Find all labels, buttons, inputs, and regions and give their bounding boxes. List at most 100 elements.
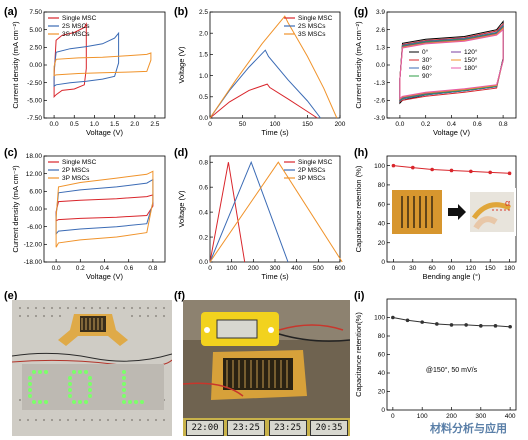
x-tick-label: 0.5 <box>70 121 79 128</box>
x-tick-label: 0.0 <box>395 121 404 128</box>
y-axis-label: Current density (mA cm⁻²) <box>354 21 363 109</box>
y-tick-label: 100 <box>374 163 385 170</box>
y-tick-label: 60 <box>378 352 386 359</box>
series-line <box>209 83 318 119</box>
y-tick-label: 3.9 <box>376 9 385 16</box>
y-tick-label: 20 <box>378 389 386 396</box>
panel-label-h: (h) <box>354 147 369 159</box>
series-line <box>209 160 289 263</box>
x-tick-label: 180 <box>504 265 515 272</box>
chart-c: 0.0 0.2 0.4 0.6 0.8 -18.00 -12.00 -6.00 0.00 6.00… <box>11 153 166 281</box>
x-tick-label: 1.5 <box>110 121 119 128</box>
x-axis-label: Voltage (V) <box>86 128 124 137</box>
x-tick-label: 200 <box>248 265 259 272</box>
y-tick-label: 0.2 <box>199 234 208 241</box>
data-point <box>493 324 498 328</box>
panel-label-i: (i) <box>354 290 365 302</box>
clock-readout: 22:00 <box>186 420 224 436</box>
x-tick-label: 400 <box>505 413 516 420</box>
y-tick-label: -18.00 <box>24 259 43 266</box>
legend-label: 30° <box>422 56 432 64</box>
chart-a: 0.0 0.5 1.0 1.5 2.0 2.5 -7.50 -5.00 -2.50 0.00 2.5… <box>11 9 166 137</box>
data-point <box>391 163 396 168</box>
data-point <box>449 323 454 327</box>
legend-label: 60° <box>422 64 432 72</box>
legend-label: 0° <box>422 48 429 56</box>
chart-d: 0 100 200 300 400 500 600 0.0 0.2 0.4 0.6 0.8 Time (… <box>177 155 346 281</box>
breadboard-image <box>12 300 172 436</box>
series-line <box>55 178 154 236</box>
clock-readout: 20:35 <box>309 420 348 436</box>
x-axis-label: Bending angle (°) <box>422 272 481 281</box>
y-tick-label: 40 <box>378 221 386 228</box>
photo-led-breadboard <box>12 300 172 436</box>
x-tick-label: 30 <box>409 265 417 272</box>
legend-label: 3P MSCs <box>298 175 326 182</box>
x-tick-label: 100 <box>226 265 237 272</box>
panel-label-b: (b) <box>174 6 189 18</box>
panel-label-c: (c) <box>4 147 18 159</box>
y-tick-label: -12.00 <box>24 242 43 249</box>
series-line <box>399 28 504 100</box>
series-line <box>55 170 154 248</box>
x-tick-label: 100 <box>270 121 281 128</box>
y-tick-label: 0.00 <box>29 62 42 69</box>
x-tick-label: 300 <box>270 265 281 272</box>
x-tick-label: 60 <box>429 265 437 272</box>
y-tick-label: 1.5 <box>199 52 208 59</box>
data-point <box>420 320 424 324</box>
legend-label: 150° <box>464 56 478 64</box>
legend-label: 120° <box>464 48 478 56</box>
legend-label: 90° <box>422 72 432 80</box>
legend-label: 3P MSCs <box>62 175 90 182</box>
x-tick-label: 2.0 <box>130 121 139 128</box>
x-axis-label: Time (s) <box>261 272 289 281</box>
chart-g: 0.0 0.2 0.4 0.6 0.8 -3.9 -2.6 -1.3 0.0 1.3 2.6 3.9 V… <box>354 9 517 137</box>
x-tick-label: 0.2 <box>76 265 85 272</box>
x-tick-label: 300 <box>475 413 486 420</box>
y-tick-label: 2.0 <box>199 30 208 37</box>
bending-inset-image <box>392 190 514 234</box>
x-tick-label: 0.0 <box>52 265 61 272</box>
x-tick-label: 200 <box>446 413 457 420</box>
y-tick-label: 12.00 <box>26 171 43 178</box>
x-axis-label: Time (s) <box>261 128 289 137</box>
y-axis-label: Voltage (V) <box>177 46 186 84</box>
x-tick-label: 0 <box>208 265 212 272</box>
data-point <box>430 167 434 172</box>
y-tick-label: 0 <box>381 259 385 266</box>
data-point <box>391 315 395 320</box>
data-point <box>405 318 410 323</box>
y-tick-label: 0.0 <box>199 115 208 122</box>
y-tick-label: 0.0 <box>199 259 208 266</box>
series-line <box>55 194 154 222</box>
chart-h: 0 30 60 90 120 150 180 0 20 40 60 80 100 Bending angl… <box>354 155 517 281</box>
x-tick-label: 90 <box>448 265 456 272</box>
legend-label: Single MSC <box>298 159 333 166</box>
x-tick-label: 200 <box>335 121 346 128</box>
x-tick-label: 0.4 <box>447 121 456 128</box>
y-tick-label: -3.9 <box>374 115 386 122</box>
photo-timer-device <box>183 300 350 436</box>
data-point <box>411 165 415 170</box>
legend-label: 180° <box>464 64 478 72</box>
y-tick-label: 0.4 <box>199 209 208 216</box>
x-tick-label: 0.6 <box>124 265 133 272</box>
y-tick-label: 0.0 <box>376 62 385 69</box>
legend-label: 3S MSCs <box>62 31 90 38</box>
x-tick-label: 0 <box>208 121 212 128</box>
y-tick-label: 2.5 <box>199 9 208 16</box>
x-tick-label: 0.8 <box>499 121 508 128</box>
y-tick-label: 7.50 <box>29 9 42 16</box>
chart-annotation: @150°, 50 mV/s <box>426 366 478 374</box>
panel-label-e: (e) <box>4 290 18 302</box>
series-line <box>53 22 87 99</box>
y-tick-label: 80 <box>378 182 386 189</box>
series-line <box>209 162 246 263</box>
y-axis-label: Current density (mA cm⁻²) <box>11 165 20 253</box>
x-tick-label: 0.8 <box>148 265 157 272</box>
y-tick-label: 0.5 <box>199 94 208 101</box>
data-point <box>435 322 439 326</box>
legend-label: 2S MSCs <box>62 23 90 30</box>
panel-label-d: (d) <box>174 147 189 159</box>
